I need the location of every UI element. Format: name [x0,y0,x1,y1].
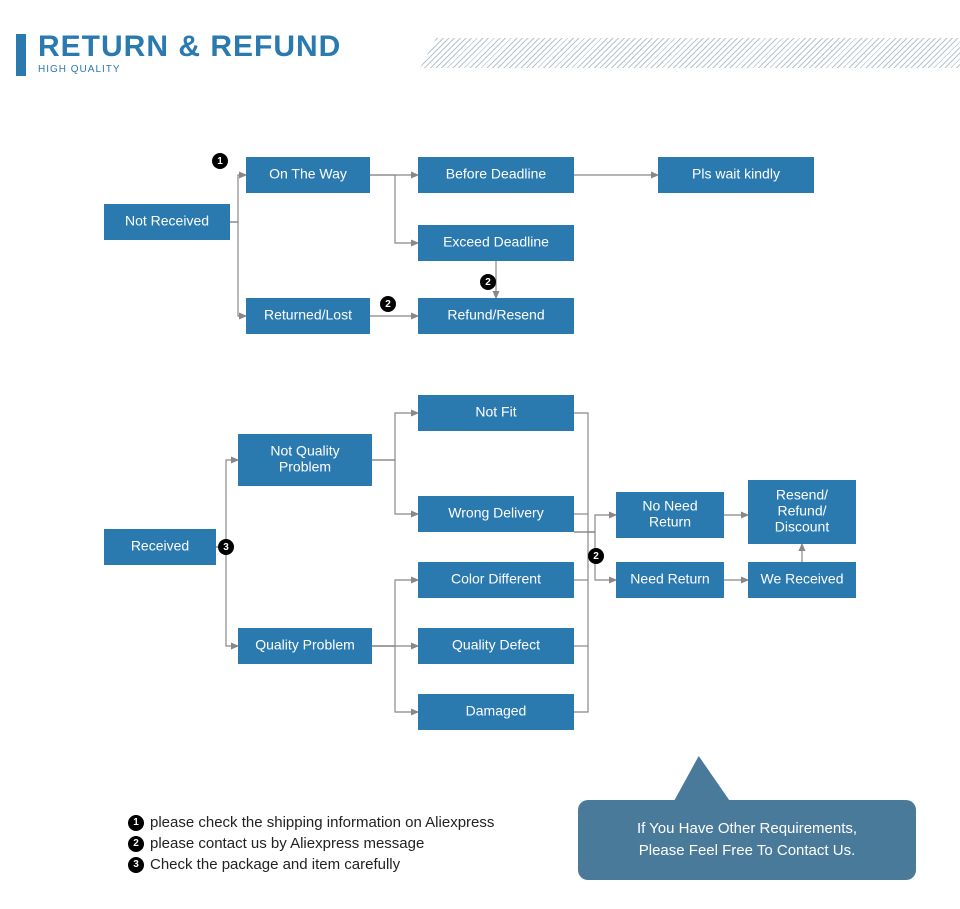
legend-text: please contact us by Aliexpress message [150,835,424,852]
flow-node-damaged: Damaged [418,694,574,730]
flow-node-resend-refund-discount: Resend/Refund/Discount [748,480,856,544]
flow-connector [372,646,418,712]
flow-node-label: Exceed Deadline [443,234,549,250]
flow-node-label: Need Return [630,571,709,587]
flow-node-received: Received [104,529,216,565]
flow-node-label: Not Received [125,213,209,229]
flow-node-label: Wrong Delivery [448,505,543,521]
flow-node-label: Quality Defect [452,637,540,653]
flow-node-label: On The Way [269,166,347,182]
flow-node-quality-defect: Quality Defect [418,628,574,664]
legend-item: 2 please contact us by Aliexpress messag… [128,835,494,852]
flow-connector [574,413,588,712]
flow-node-no-need-return: No NeedReturn [616,492,724,538]
flow-node-label: Color Different [451,571,541,587]
legend-badge-icon: 2 [128,836,144,852]
flow-connector [230,222,246,316]
flow-node-label: Not Quality [270,443,339,459]
flow-connector [216,460,238,547]
flow-node-pls-wait: Pls wait kindly [658,157,814,193]
flow-node-label: Received [131,538,189,554]
flow-connector [574,515,616,532]
flow-node-label: Returned/Lost [264,307,352,323]
legend-item: 3 Check the package and item carefully [128,856,494,873]
flow-node-not-qp: Not QualityProblem [238,434,372,486]
flow-connector [372,413,418,460]
flow-badge: 1 [212,153,228,169]
flow-node-refund-resend: Refund/Resend [418,298,574,334]
flow-node-label: No Need [642,498,697,514]
flow-node-not-received: Not Received [104,204,230,240]
flow-node-label: Pls wait kindly [692,166,780,182]
flow-node-label: Resend/ [776,487,828,503]
flowchart-canvas: Not Received On The Way Returned/Lost Befor… [0,0,960,909]
flow-node-returned-lost: Returned/Lost [246,298,370,334]
legend-item: 1 please check the shipping information … [128,814,494,831]
flow-badge: 3 [218,539,234,555]
flow-badge: 2 [480,274,496,290]
flow-node-label: We Received [760,571,843,587]
callout-line1: If You Have Other Requirements, [598,818,896,840]
flow-connector [230,175,246,222]
svg-text:2: 2 [485,277,491,288]
legend-badge-icon: 1 [128,815,144,831]
flow-badge: 2 [588,548,604,564]
flow-node-qp: Quality Problem [238,628,372,664]
contact-callout: If You Have Other Requirements, Please F… [578,800,916,880]
flow-node-label: Damaged [466,703,527,719]
flow-connector [372,460,418,514]
flow-node-we-received: We Received [748,562,856,598]
flow-node-label: Return [649,514,691,530]
svg-text:2: 2 [593,551,599,562]
flow-node-label: Not Fit [475,404,516,420]
flow-node-not-fit: Not Fit [418,395,574,431]
flow-node-label: Refund/Resend [447,307,544,323]
callout-body: If You Have Other Requirements, Please F… [578,800,916,880]
flow-badge: 2 [380,296,396,312]
flow-connector [370,175,418,243]
flow-node-wrong-delivery: Wrong Delivery [418,496,574,532]
legend-text: please check the shipping information on… [150,814,494,831]
flow-connector [216,547,238,646]
svg-text:2: 2 [385,299,391,310]
legend: 1 please check the shipping information … [128,814,494,877]
flow-node-before-deadline: Before Deadline [418,157,574,193]
callout-line2: Please Feel Free To Contact Us. [598,840,896,862]
svg-text:1: 1 [217,156,223,167]
flow-node-on-the-way: On The Way [246,157,370,193]
flow-node-exceed-deadline: Exceed Deadline [418,225,574,261]
svg-text:3: 3 [223,542,229,553]
flow-node-label: Quality Problem [255,637,355,653]
legend-text: Check the package and item carefully [150,856,400,873]
flow-node-label: Problem [279,459,331,475]
flow-node-need-return: Need Return [616,562,724,598]
flow-node-label: Refund/ [777,503,826,519]
legend-badge-icon: 3 [128,857,144,873]
flow-node-label: Discount [775,519,830,535]
flow-node-label: Before Deadline [446,166,547,182]
flow-connector [372,580,418,646]
flow-node-color-diff: Color Different [418,562,574,598]
